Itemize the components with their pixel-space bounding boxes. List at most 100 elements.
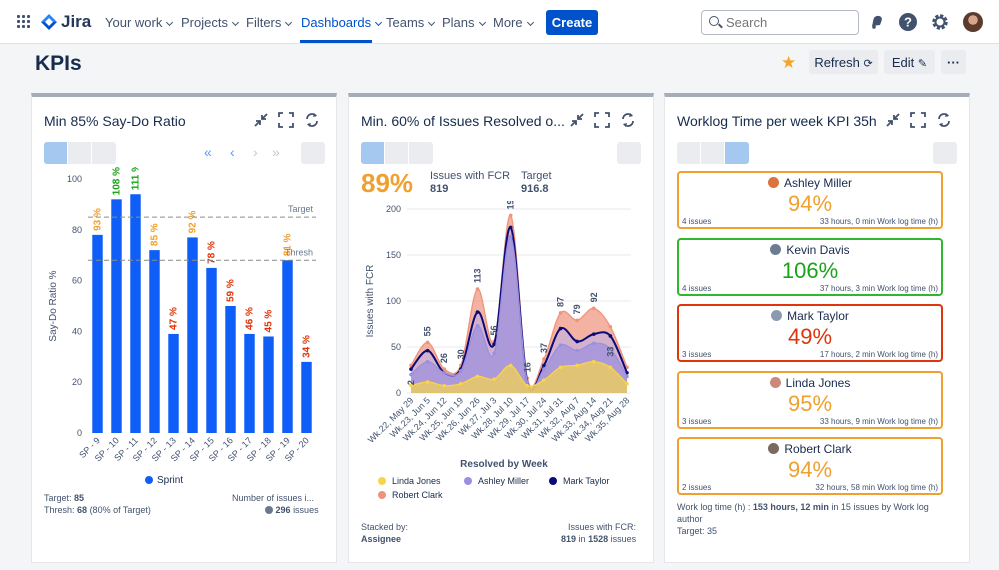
first-page-icon[interactable]: « (204, 144, 212, 160)
search-input[interactable] (701, 10, 859, 35)
legend-label[interactable]: Linda Jones (392, 476, 441, 486)
table-view-icon[interactable] (701, 142, 725, 164)
data-point[interactable] (591, 306, 596, 311)
gadget-settings-gear-icon[interactable] (617, 142, 641, 164)
data-point[interactable] (475, 374, 480, 379)
fullscreen-icon[interactable] (277, 111, 295, 129)
data-point[interactable] (575, 318, 579, 323)
data-point[interactable] (425, 340, 430, 345)
gadget-settings-gear-icon[interactable] (933, 142, 957, 164)
data-point[interactable] (608, 365, 613, 370)
nav-item-projects[interactable]: Projects (181, 15, 240, 30)
data-point[interactable] (425, 380, 430, 384)
data-point[interactable] (625, 374, 629, 379)
area-series-ashley-miller[interactable] (411, 236, 627, 393)
chart-view-icon[interactable] (361, 142, 385, 164)
data-point[interactable] (508, 225, 513, 230)
bar[interactable] (187, 237, 198, 433)
kpi-card[interactable]: Mark Taylor 49% 3 issues 17 hours, 2 min Wo… (677, 304, 943, 362)
data-point[interactable] (459, 382, 463, 386)
refresh-gadget-icon[interactable] (935, 111, 953, 129)
legend-label[interactable]: Sprint (157, 475, 183, 486)
data-point[interactable] (542, 357, 546, 361)
bar[interactable] (263, 336, 274, 433)
bar[interactable] (111, 199, 122, 433)
data-point[interactable] (558, 343, 563, 347)
data-point[interactable] (542, 378, 546, 382)
bar[interactable] (168, 333, 179, 433)
data-point[interactable] (558, 326, 563, 331)
data-point[interactable] (492, 351, 496, 356)
data-point[interactable] (542, 363, 546, 368)
jira-logo[interactable]: Jira (40, 12, 91, 32)
data-point[interactable] (575, 348, 579, 353)
data-point[interactable] (442, 370, 447, 375)
help-icon[interactable]: ? (898, 12, 918, 32)
table-view-icon[interactable] (68, 142, 92, 164)
data-point[interactable] (525, 383, 530, 388)
data-point[interactable] (475, 287, 480, 291)
kpi-card[interactable]: Kevin Davis 106% 4 issues 37 hours, 3 min W… (677, 237, 943, 296)
notifications-icon[interactable] (867, 12, 887, 32)
minimize-icon[interactable] (252, 111, 270, 129)
data-point[interactable] (442, 367, 447, 371)
data-point[interactable] (475, 324, 480, 328)
bar[interactable] (149, 250, 160, 433)
chart-view-icon[interactable] (677, 142, 701, 164)
data-point[interactable] (425, 359, 430, 364)
data-point[interactable] (591, 341, 596, 346)
create-button[interactable]: Create (546, 10, 598, 35)
bar[interactable] (130, 194, 141, 433)
data-point[interactable] (492, 342, 496, 347)
data-point[interactable] (475, 310, 480, 314)
last-page-icon[interactable]: » (272, 144, 280, 160)
nav-item-plans[interactable]: Plans (442, 15, 486, 30)
data-point[interactable] (575, 339, 579, 344)
data-point[interactable] (508, 363, 513, 368)
data-point[interactable] (575, 363, 579, 368)
kpi-card[interactable]: Ashley Miller 94% 4 issues 33 hours, 0 min … (677, 171, 943, 229)
settings-gear-icon[interactable] (930, 12, 950, 32)
data-point[interactable] (525, 380, 530, 384)
data-point[interactable] (591, 332, 596, 336)
data-point[interactable] (409, 383, 413, 388)
bar[interactable] (301, 361, 312, 433)
nav-item-filters[interactable]: Filters (246, 15, 293, 30)
kpi-card[interactable]: Linda Jones 95% 3 issues 33 hours, 9 min Wo… (677, 370, 943, 429)
legend-label[interactable]: Mark Taylor (563, 476, 609, 486)
nav-item-teams[interactable]: Teams (386, 15, 436, 30)
nav-item-dashboards[interactable]: Dashboards (301, 15, 383, 30)
fullscreen-icon[interactable] (909, 111, 927, 129)
prev-page-icon[interactable]: ‹ (230, 144, 235, 160)
bar[interactable] (282, 260, 293, 433)
user-avatar[interactable] (963, 12, 983, 32)
data-point[interactable] (608, 324, 613, 329)
bar[interactable] (225, 306, 236, 433)
card-view-icon[interactable] (725, 142, 749, 164)
data-point[interactable] (558, 365, 563, 370)
legend-label[interactable]: Ashley Miller (478, 476, 529, 486)
bar[interactable] (92, 234, 103, 433)
data-point[interactable] (409, 367, 413, 371)
data-point[interactable] (608, 347, 613, 351)
data-point[interactable] (558, 311, 563, 315)
data-point[interactable] (508, 234, 513, 239)
bar[interactable] (206, 267, 217, 433)
edit-button[interactable]: Edit ✎ (884, 50, 935, 74)
nav-item-more[interactable]: More (493, 15, 534, 30)
data-point[interactable] (425, 348, 430, 353)
bar[interactable] (244, 333, 255, 433)
minimize-icon[interactable] (884, 111, 902, 129)
gadget-settings-gear-icon[interactable] (301, 142, 325, 164)
refresh-gadget-icon[interactable] (619, 111, 637, 129)
app-switcher-icon[interactable] (17, 15, 31, 29)
next-page-icon[interactable]: › (253, 144, 258, 160)
legend-label[interactable]: Robert Clark (392, 490, 443, 500)
data-point[interactable] (608, 334, 613, 338)
nav-item-your-work[interactable]: Your work (105, 15, 174, 30)
chart-view-icon[interactable] (44, 142, 68, 164)
data-point[interactable] (591, 359, 596, 364)
table-view-icon[interactable] (385, 142, 409, 164)
data-point[interactable] (459, 369, 463, 373)
data-point[interactable] (508, 213, 513, 218)
